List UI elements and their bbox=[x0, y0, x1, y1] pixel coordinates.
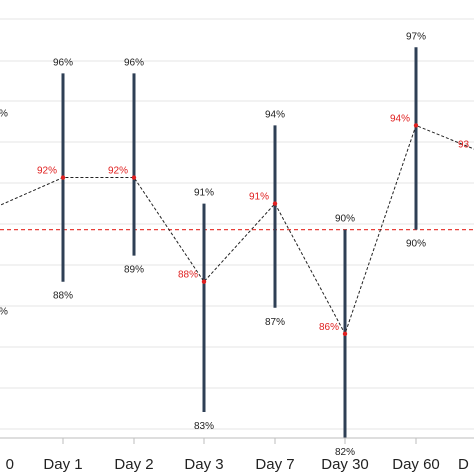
range-high-label: 91% bbox=[194, 188, 214, 199]
value-marker bbox=[131, 175, 137, 180]
value-marker bbox=[201, 279, 207, 284]
range-low-label: 87% bbox=[265, 317, 285, 328]
value-label: 92% bbox=[108, 166, 128, 177]
value-marker bbox=[60, 175, 66, 180]
partial-label: % bbox=[0, 108, 8, 119]
value-marker bbox=[272, 201, 278, 206]
value-line bbox=[0, 124, 474, 336]
value-label: 93 bbox=[458, 139, 470, 150]
value-line-group bbox=[0, 123, 474, 337]
range-low-label: 88% bbox=[53, 291, 73, 302]
value-label: 94% bbox=[390, 113, 410, 124]
x-tick-label: Day 60 bbox=[392, 456, 440, 473]
range-low-label: 82% bbox=[335, 447, 355, 458]
range-high-label: 96% bbox=[53, 57, 73, 68]
partial-label: % bbox=[0, 306, 8, 317]
range-high-label: 96% bbox=[124, 57, 144, 68]
x-tick-label: Day 7 bbox=[255, 456, 294, 473]
value-label: 92% bbox=[37, 166, 57, 177]
x-tick-label: 0 bbox=[6, 456, 14, 473]
range-low-label: 83% bbox=[194, 421, 214, 432]
range-high-label: 94% bbox=[265, 109, 285, 120]
value-label: 86% bbox=[319, 322, 339, 333]
x-axis-ticks: 0 Day 1 Day 2 Day 3 Day 7 Day 30 Day 60 D bbox=[0, 437, 474, 473]
range-low-label: 89% bbox=[124, 265, 144, 276]
grid-lines bbox=[0, 18, 474, 430]
value-label: 88% bbox=[178, 270, 198, 281]
value-label: 91% bbox=[249, 192, 269, 203]
data-labels: 96% 88% 96% 89% 91% 83% 94% 87% 90% 82% 97% 90%%% 92… bbox=[0, 31, 470, 458]
x-tick-label: D bbox=[458, 456, 469, 473]
range-low-label: 90% bbox=[406, 239, 426, 250]
x-tick-label: Day 3 bbox=[184, 456, 223, 473]
x-tick-label: Day 1 bbox=[43, 456, 82, 473]
x-tick-label: Day 2 bbox=[114, 456, 153, 473]
range-high-label: 97% bbox=[406, 31, 426, 42]
value-marker bbox=[342, 331, 348, 337]
x-tick-label: Day 30 bbox=[321, 456, 369, 473]
value-marker bbox=[413, 123, 419, 128]
range-high-label: 90% bbox=[335, 214, 355, 225]
